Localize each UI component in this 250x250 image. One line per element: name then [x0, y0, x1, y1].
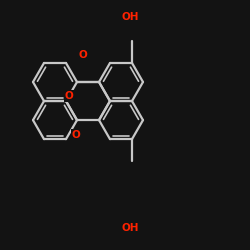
Text: O: O — [64, 91, 74, 101]
Text: OH: OH — [121, 12, 139, 22]
Text: O: O — [72, 130, 80, 140]
Text: OH: OH — [121, 223, 139, 233]
Text: O: O — [78, 50, 88, 60]
